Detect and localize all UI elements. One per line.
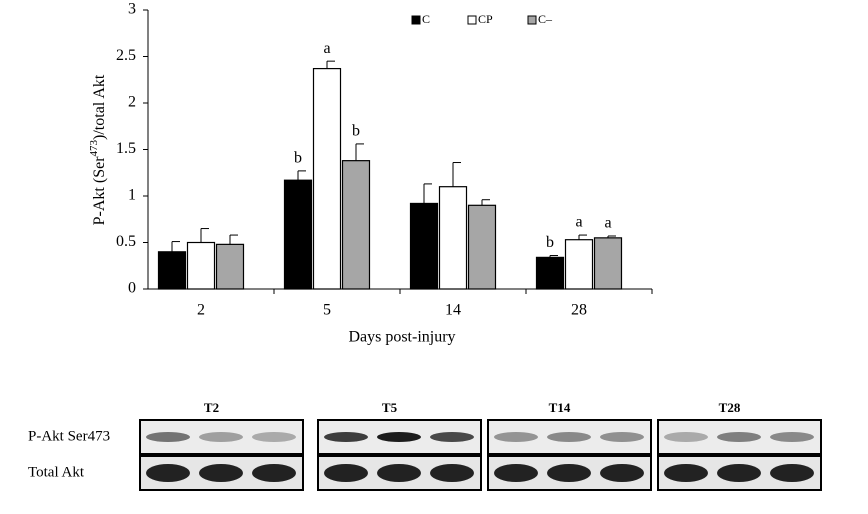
blot-band	[494, 464, 538, 482]
y-tick-label: 0	[128, 280, 136, 297]
blot-band	[377, 432, 421, 442]
bar	[438, 186, 468, 290]
y-label-superscript: 473	[88, 139, 100, 156]
blot-band	[600, 464, 644, 482]
blot-frame	[487, 419, 652, 455]
y-label-text: P-Akt (Ser	[91, 156, 108, 226]
y-tick-label: 2	[128, 94, 136, 111]
legend-label: CP	[478, 12, 493, 26]
legend-label: C	[422, 12, 430, 26]
blot-band	[494, 432, 538, 442]
blot-panel-title: T2	[204, 400, 219, 415]
blot-band	[377, 464, 421, 482]
significance-letter: b	[546, 234, 554, 251]
significance-letter: a	[323, 40, 330, 57]
blot-band	[324, 464, 368, 482]
significance-letter: b	[352, 123, 360, 140]
blot-band	[770, 432, 814, 442]
blot-band	[717, 432, 761, 442]
significance-letter: a	[575, 214, 582, 231]
y-tick-label: 0.5	[116, 233, 136, 250]
blot-band	[324, 432, 368, 442]
bar	[467, 204, 497, 290]
blot-band	[600, 432, 644, 442]
legend-swatch	[527, 15, 537, 25]
blot-band	[430, 432, 474, 442]
blot-band	[547, 432, 591, 442]
blot-band	[146, 464, 190, 482]
bar	[409, 202, 439, 290]
bar	[157, 251, 187, 290]
y-tick-label: 2.5	[116, 47, 136, 64]
blot-band	[717, 464, 761, 482]
bar	[535, 256, 565, 290]
bar	[312, 67, 342, 290]
blot-band	[252, 464, 296, 482]
significance-letter: a	[604, 215, 611, 232]
y-axis-label: P-Akt (Ser473)/total Akt	[88, 74, 108, 225]
bar	[283, 179, 313, 290]
legend-label: C–	[538, 12, 553, 26]
bar	[593, 237, 623, 290]
x-tick-label: 28	[571, 302, 587, 319]
x-tick-label: 14	[445, 302, 461, 319]
legend-swatch	[467, 15, 477, 25]
blot-band	[664, 432, 708, 442]
blot-panel-title: T5	[382, 400, 398, 415]
blot-row-label: Total Akt	[28, 464, 85, 480]
x-axis-label: Days post-injury	[348, 329, 455, 346]
bar	[186, 241, 216, 290]
legend-swatch	[411, 15, 421, 25]
y-label-text: )/total Akt	[91, 74, 108, 140]
blot-band	[664, 464, 708, 482]
x-tick-label: 5	[323, 302, 331, 319]
blot-row-label: P-Akt Ser473	[28, 428, 110, 444]
bar	[564, 239, 594, 290]
x-tick-label: 2	[197, 302, 205, 319]
blot-panel-title: T28	[719, 400, 741, 415]
blot-band	[430, 464, 474, 482]
blot-band	[547, 464, 591, 482]
blot-band	[146, 432, 190, 442]
bar	[341, 160, 371, 290]
bar	[215, 243, 245, 290]
blot-band	[770, 464, 814, 482]
significance-letter: b	[294, 150, 302, 167]
blot-band	[199, 432, 243, 442]
y-tick-label: 1	[128, 187, 136, 204]
blot-band	[199, 464, 243, 482]
blot-panel-title: T14	[549, 400, 571, 415]
blot-band	[252, 432, 296, 442]
y-tick-label: 1.5	[116, 140, 136, 157]
y-tick-label: 3	[128, 1, 136, 18]
